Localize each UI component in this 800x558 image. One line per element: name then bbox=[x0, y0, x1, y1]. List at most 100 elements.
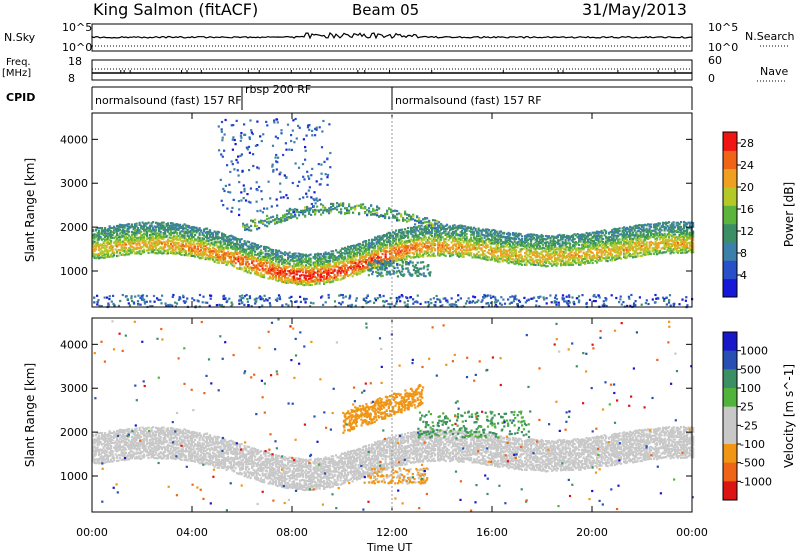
power-cell bbox=[520, 233, 522, 235]
power-cell bbox=[127, 237, 129, 239]
power-cell bbox=[263, 276, 265, 278]
power-cell bbox=[336, 202, 338, 204]
power-cell bbox=[580, 241, 582, 243]
power-cell bbox=[559, 243, 561, 245]
power-cell bbox=[212, 258, 214, 260]
power-cell bbox=[377, 253, 379, 255]
power-cell bbox=[314, 213, 316, 215]
power-cell bbox=[265, 250, 267, 252]
power-cell bbox=[199, 227, 201, 229]
power-cell bbox=[218, 254, 220, 256]
power-cell bbox=[452, 247, 454, 249]
power-cell bbox=[205, 251, 207, 253]
power-cell bbox=[401, 229, 403, 231]
power-cell bbox=[340, 274, 342, 276]
power-cell bbox=[661, 229, 663, 231]
power-cell bbox=[300, 210, 302, 212]
power-cell bbox=[179, 224, 181, 226]
freq-spike bbox=[357, 70, 358, 73]
power-cell bbox=[676, 239, 678, 241]
power-cell bbox=[181, 254, 183, 256]
power-cell bbox=[500, 248, 502, 250]
beam-label: Beam 05 bbox=[352, 1, 419, 19]
power-cell bbox=[107, 254, 109, 256]
power-cell bbox=[332, 208, 334, 210]
power-cell bbox=[320, 214, 322, 216]
freq-label: Freq. bbox=[6, 57, 31, 68]
power-cell bbox=[571, 262, 573, 264]
power-cell bbox=[170, 243, 172, 245]
power-cell bbox=[491, 258, 493, 260]
cpid-segment-label: normalsound (fast) 157 RF bbox=[95, 94, 242, 107]
power-cell bbox=[281, 279, 283, 281]
power-cell bbox=[112, 245, 114, 247]
power-cell bbox=[236, 246, 238, 248]
nave-bottom-tick: 0 bbox=[708, 72, 715, 85]
power-cell bbox=[145, 225, 147, 227]
power-cell bbox=[334, 208, 336, 210]
power-cell bbox=[244, 229, 246, 231]
power-cell bbox=[244, 224, 246, 226]
power-cell bbox=[250, 225, 252, 227]
power-cell bbox=[322, 212, 324, 214]
power-cell bbox=[268, 217, 270, 219]
power-cell bbox=[542, 240, 544, 242]
power-cell bbox=[325, 256, 327, 258]
power-cell bbox=[328, 212, 330, 214]
power-cell bbox=[316, 206, 318, 208]
freq-spike bbox=[181, 70, 182, 73]
power-cell bbox=[473, 235, 475, 237]
power-cell bbox=[619, 227, 621, 229]
power-cell bbox=[224, 234, 226, 236]
power-cell bbox=[110, 240, 112, 242]
power-cell bbox=[649, 250, 651, 252]
power-cell bbox=[282, 220, 284, 222]
power-cell bbox=[176, 232, 178, 234]
power-cell bbox=[155, 247, 157, 249]
power-cell bbox=[275, 277, 277, 279]
power-cell bbox=[324, 207, 326, 209]
power-cell bbox=[235, 262, 237, 264]
power-cell bbox=[352, 207, 354, 209]
power-cell bbox=[592, 252, 594, 254]
power-cell bbox=[334, 274, 336, 276]
power-cell bbox=[139, 242, 141, 244]
power-cell bbox=[242, 245, 244, 247]
power-cell bbox=[163, 225, 165, 227]
power-cell bbox=[277, 268, 279, 270]
power-cell bbox=[673, 221, 675, 223]
power-cell bbox=[119, 252, 121, 254]
power-cell bbox=[274, 221, 276, 223]
power-cell bbox=[665, 236, 667, 238]
power-cell bbox=[386, 244, 388, 246]
power-cell bbox=[650, 223, 652, 225]
power-cell bbox=[329, 259, 331, 261]
power-cell bbox=[350, 208, 352, 210]
power-cell bbox=[280, 217, 282, 219]
power-cell bbox=[286, 273, 288, 275]
power-cell bbox=[499, 261, 501, 263]
power-cell bbox=[601, 254, 603, 256]
power-cell bbox=[643, 233, 645, 235]
power-cell bbox=[473, 231, 475, 233]
power-cell bbox=[581, 255, 583, 257]
power-cell bbox=[578, 259, 580, 261]
power-cell bbox=[640, 239, 642, 241]
power-cell bbox=[328, 210, 330, 212]
power-cell bbox=[304, 206, 306, 208]
power-cell bbox=[394, 250, 396, 252]
power-cell bbox=[245, 268, 247, 270]
power-cell bbox=[112, 234, 114, 236]
power-cell bbox=[266, 265, 268, 267]
power-cell bbox=[247, 261, 249, 263]
power-cell bbox=[302, 210, 304, 212]
power-cell bbox=[616, 244, 618, 246]
nave-top-tick: 60 bbox=[708, 54, 722, 67]
power-cell bbox=[274, 219, 276, 221]
power-cell bbox=[659, 223, 661, 225]
power-cell bbox=[280, 220, 282, 222]
power-cell bbox=[365, 240, 367, 242]
power-cell bbox=[253, 260, 255, 262]
power-cell bbox=[167, 242, 169, 244]
power-cell bbox=[241, 267, 243, 269]
